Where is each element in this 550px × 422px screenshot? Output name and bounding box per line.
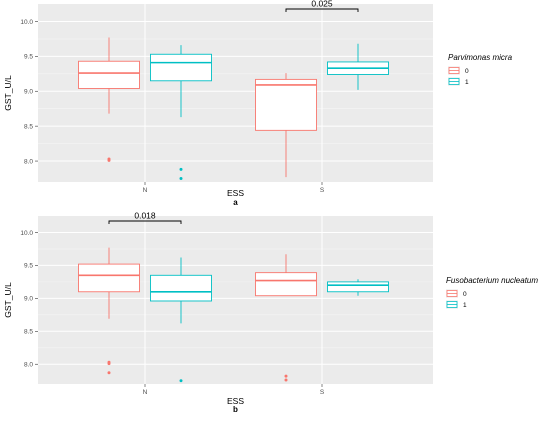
y-tick-label: 8.0 bbox=[24, 362, 33, 369]
y-tick-label: 8.5 bbox=[24, 123, 33, 130]
box-body bbox=[255, 78, 317, 131]
y-tick-label: 9.0 bbox=[24, 296, 33, 303]
box-body bbox=[78, 60, 140, 89]
plot-background bbox=[38, 216, 433, 384]
x-tick-label: S bbox=[320, 389, 325, 396]
panel-label: a bbox=[233, 198, 238, 207]
box-1-S bbox=[327, 43, 389, 90]
box-body bbox=[150, 274, 212, 302]
box-1-N bbox=[150, 257, 212, 383]
y-tick-label: 9.5 bbox=[24, 54, 33, 61]
significance-bracket bbox=[285, 8, 359, 12]
legend-key-1: 1 bbox=[448, 77, 469, 86]
outlier-point bbox=[107, 371, 111, 375]
y-tick-label: 9.0 bbox=[24, 89, 33, 96]
box-0-S bbox=[255, 254, 317, 382]
outlier-point bbox=[284, 374, 288, 378]
x-tick-label: N bbox=[143, 187, 148, 194]
p-value-label: 0.018 bbox=[134, 211, 156, 221]
significance-bracket bbox=[108, 220, 182, 224]
box-0-S bbox=[255, 73, 317, 178]
panel-label: b bbox=[233, 405, 238, 414]
y-tick-label: 8.0 bbox=[24, 158, 33, 165]
y-tick-label: 10.0 bbox=[20, 19, 33, 26]
y-tick-label: 8.5 bbox=[24, 329, 33, 336]
legend-key-0: 0 bbox=[446, 289, 467, 298]
outlier-point bbox=[107, 158, 111, 162]
legend-key-1: 1 bbox=[446, 300, 467, 309]
legend: Fusobacterium nucleatum 0 1 bbox=[446, 276, 538, 309]
legend-label: 1 bbox=[463, 302, 467, 309]
y-tick-label: 9.5 bbox=[24, 263, 33, 270]
box-body bbox=[327, 281, 389, 293]
box-0-N bbox=[78, 247, 140, 375]
x-tick-label: N bbox=[143, 389, 148, 396]
outlier-point bbox=[179, 167, 183, 171]
box-1-N bbox=[150, 45, 212, 181]
legend-key-0: 0 bbox=[448, 66, 469, 75]
legend: Parvimonas micra 0 1 bbox=[448, 53, 513, 86]
box-0-N bbox=[78, 37, 140, 162]
legend-label: 0 bbox=[463, 291, 467, 298]
x-axis-title: ESS bbox=[227, 396, 244, 406]
outlier-point bbox=[179, 177, 183, 181]
y-tick-label: 10.0 bbox=[20, 230, 33, 237]
p-value-label: 0.025 bbox=[311, 0, 333, 9]
box-1-S bbox=[327, 279, 389, 296]
legend-label: 1 bbox=[465, 79, 469, 86]
legend-title: Fusobacterium nucleatum bbox=[446, 276, 538, 285]
x-tick-label: S bbox=[320, 187, 325, 194]
outlier-point bbox=[284, 378, 288, 382]
y-axis-title: GST_U/L bbox=[3, 75, 13, 111]
box-body bbox=[255, 272, 317, 297]
outlier-point bbox=[179, 379, 183, 383]
x-axis-title: ESS bbox=[227, 188, 244, 198]
box-body bbox=[78, 263, 140, 293]
plot-background bbox=[38, 4, 433, 182]
outlier-point bbox=[107, 362, 111, 366]
y-axis-title: GST_U/L bbox=[3, 282, 13, 318]
legend-label: 0 bbox=[465, 68, 469, 75]
box-body bbox=[150, 53, 212, 82]
legend-title: Parvimonas micra bbox=[448, 53, 513, 62]
